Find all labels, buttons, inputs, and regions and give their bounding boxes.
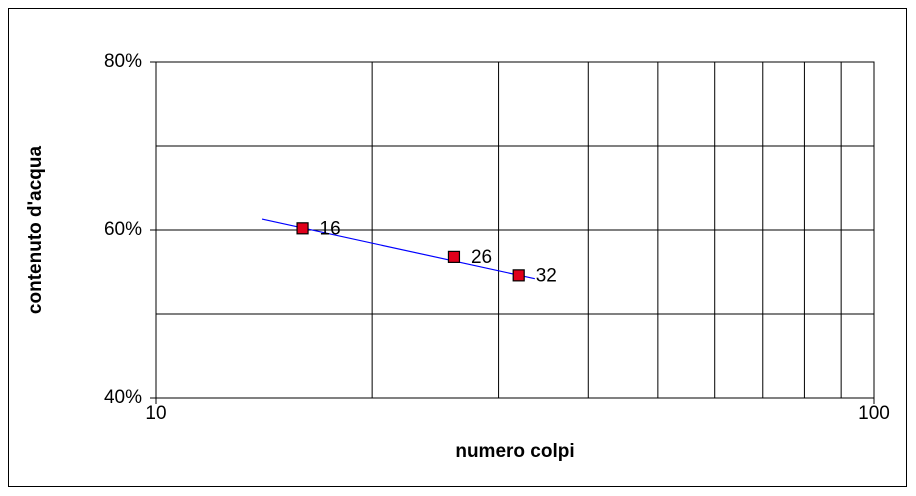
- data-point: [296, 222, 309, 235]
- x-axis-label: numero colpi: [455, 441, 574, 462]
- y-tick-label: 60%: [104, 219, 142, 240]
- data-point: [447, 250, 461, 263]
- data-point: [512, 269, 525, 282]
- data-label: 32: [536, 265, 557, 286]
- data-label: 26: [471, 247, 492, 268]
- y-tick-label: 80%: [104, 51, 142, 72]
- y-tick-label: 40%: [104, 387, 142, 408]
- data-label: 16: [320, 218, 341, 239]
- x-tick-label: 10: [145, 403, 166, 424]
- x-tick-label: 100: [858, 403, 890, 424]
- y-axis-label: contenuto d'acqua: [25, 146, 46, 315]
